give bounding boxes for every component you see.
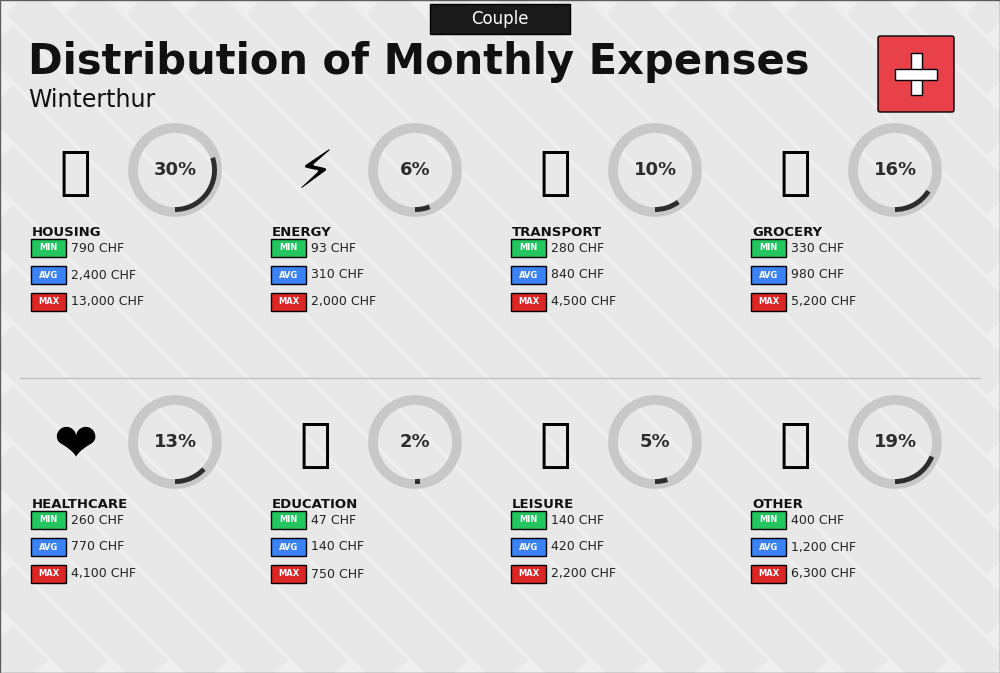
Text: MIN: MIN <box>39 244 58 252</box>
Text: MAX: MAX <box>278 297 299 306</box>
Text: 47 CHF: 47 CHF <box>311 513 356 526</box>
Text: Couple: Couple <box>471 10 529 28</box>
FancyBboxPatch shape <box>31 538 66 556</box>
Text: MAX: MAX <box>518 297 539 306</box>
FancyBboxPatch shape <box>271 239 306 257</box>
FancyBboxPatch shape <box>31 293 66 311</box>
FancyBboxPatch shape <box>31 511 66 529</box>
FancyBboxPatch shape <box>511 511 546 529</box>
Text: 2,400 CHF: 2,400 CHF <box>71 269 136 281</box>
Text: MIN: MIN <box>519 516 538 524</box>
Text: 140 CHF: 140 CHF <box>311 540 364 553</box>
Text: AVG: AVG <box>39 542 58 551</box>
Text: AVG: AVG <box>279 542 298 551</box>
Text: 4,500 CHF: 4,500 CHF <box>551 295 616 308</box>
Text: Winterthur: Winterthur <box>28 88 155 112</box>
Text: MAX: MAX <box>518 569 539 579</box>
FancyBboxPatch shape <box>751 293 786 311</box>
FancyBboxPatch shape <box>751 538 786 556</box>
Text: MIN: MIN <box>759 516 778 524</box>
FancyBboxPatch shape <box>511 565 546 583</box>
Text: MAX: MAX <box>758 297 779 306</box>
Text: OTHER: OTHER <box>752 498 803 511</box>
Text: AVG: AVG <box>39 271 58 279</box>
Text: 330 CHF: 330 CHF <box>791 242 844 254</box>
Text: 2,200 CHF: 2,200 CHF <box>551 567 616 581</box>
FancyBboxPatch shape <box>271 266 306 284</box>
Text: HEALTHCARE: HEALTHCARE <box>32 498 128 511</box>
Text: MIN: MIN <box>519 244 538 252</box>
Text: 770 CHF: 770 CHF <box>71 540 124 553</box>
Wedge shape <box>415 205 430 212</box>
Text: 13%: 13% <box>153 433 197 451</box>
FancyBboxPatch shape <box>511 266 546 284</box>
Text: TRANSPORT: TRANSPORT <box>512 226 602 239</box>
FancyBboxPatch shape <box>271 538 306 556</box>
Text: ⚡: ⚡ <box>296 147 334 199</box>
FancyBboxPatch shape <box>430 4 570 34</box>
Wedge shape <box>175 467 206 484</box>
Text: 🛍: 🛍 <box>539 419 571 471</box>
FancyBboxPatch shape <box>511 538 546 556</box>
Text: 790 CHF: 790 CHF <box>71 242 124 254</box>
Text: MIN: MIN <box>759 244 778 252</box>
Text: MIN: MIN <box>279 244 298 252</box>
Text: 310 CHF: 310 CHF <box>311 269 364 281</box>
Text: AVG: AVG <box>759 271 778 279</box>
Text: ENERGY: ENERGY <box>272 226 332 239</box>
Text: 260 CHF: 260 CHF <box>71 513 124 526</box>
Text: AVG: AVG <box>519 271 538 279</box>
Text: 6%: 6% <box>400 161 430 179</box>
Text: MAX: MAX <box>38 569 59 579</box>
Text: AVG: AVG <box>759 542 778 551</box>
FancyBboxPatch shape <box>751 511 786 529</box>
Wedge shape <box>655 200 680 212</box>
FancyBboxPatch shape <box>31 266 66 284</box>
Text: 980 CHF: 980 CHF <box>791 269 844 281</box>
Text: 420 CHF: 420 CHF <box>551 540 604 553</box>
Text: EDUCATION: EDUCATION <box>272 498 358 511</box>
Text: MAX: MAX <box>278 569 299 579</box>
FancyBboxPatch shape <box>271 511 306 529</box>
Text: 140 CHF: 140 CHF <box>551 513 604 526</box>
Text: MIN: MIN <box>279 516 298 524</box>
Text: 6,300 CHF: 6,300 CHF <box>791 567 856 581</box>
Wedge shape <box>895 190 930 212</box>
Text: 1,200 CHF: 1,200 CHF <box>791 540 856 553</box>
FancyBboxPatch shape <box>511 293 546 311</box>
FancyBboxPatch shape <box>751 565 786 583</box>
FancyBboxPatch shape <box>895 69 937 79</box>
Wedge shape <box>655 477 668 484</box>
Text: HOUSING: HOUSING <box>32 226 102 239</box>
Text: AVG: AVG <box>279 271 298 279</box>
FancyBboxPatch shape <box>878 36 954 112</box>
Text: 5,200 CHF: 5,200 CHF <box>791 295 856 308</box>
Text: 400 CHF: 400 CHF <box>791 513 844 526</box>
FancyBboxPatch shape <box>910 53 922 95</box>
Text: 16%: 16% <box>873 161 917 179</box>
Text: Distribution of Monthly Expenses: Distribution of Monthly Expenses <box>28 41 810 83</box>
Text: AVG: AVG <box>519 542 538 551</box>
Text: 750 CHF: 750 CHF <box>311 567 364 581</box>
FancyBboxPatch shape <box>271 293 306 311</box>
FancyBboxPatch shape <box>511 239 546 257</box>
Wedge shape <box>175 157 217 212</box>
FancyBboxPatch shape <box>31 565 66 583</box>
Text: 🛒: 🛒 <box>779 147 811 199</box>
Text: 19%: 19% <box>873 433 917 451</box>
Text: 10%: 10% <box>633 161 677 179</box>
FancyBboxPatch shape <box>751 239 786 257</box>
FancyBboxPatch shape <box>31 239 66 257</box>
Text: 93 CHF: 93 CHF <box>311 242 356 254</box>
FancyBboxPatch shape <box>751 266 786 284</box>
Text: 30%: 30% <box>153 161 197 179</box>
Text: 2%: 2% <box>400 433 430 451</box>
Text: 840 CHF: 840 CHF <box>551 269 604 281</box>
Text: MAX: MAX <box>758 569 779 579</box>
Text: 13,000 CHF: 13,000 CHF <box>71 295 144 308</box>
Text: 🎓: 🎓 <box>299 419 331 471</box>
Wedge shape <box>415 479 420 484</box>
Text: ❤: ❤ <box>53 419 97 471</box>
Text: LEISURE: LEISURE <box>512 498 574 511</box>
